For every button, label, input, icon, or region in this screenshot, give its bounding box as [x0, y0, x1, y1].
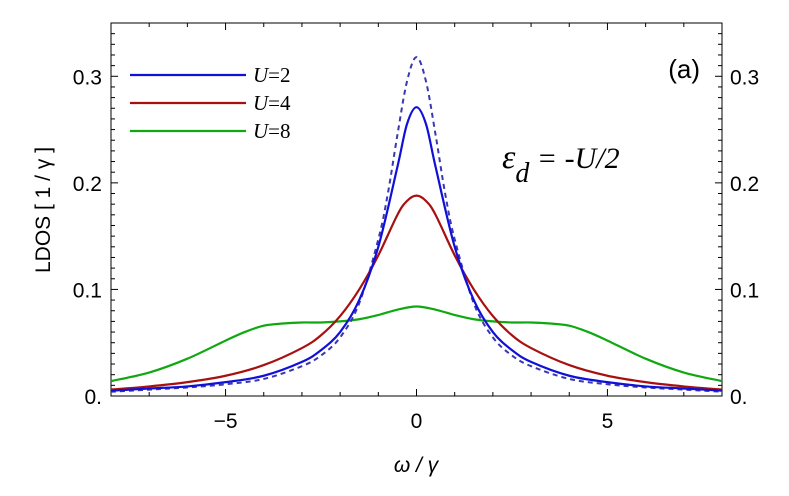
legend-val-0: =2 — [268, 63, 290, 87]
x-tick-label-0: −5 — [214, 410, 238, 433]
panel-label: (a) — [668, 54, 700, 84]
epsilon-annotation: εd = -U/2 — [502, 139, 620, 189]
series-line-u-2 — [110, 106, 723, 392]
legend-val-1: =4 — [268, 91, 291, 115]
annotation-rhs: = -U/2 — [529, 142, 619, 175]
legend-label-0: U=2 — [253, 63, 291, 87]
x-tick-label-2: 5 — [602, 410, 614, 433]
y-tick-label-right-3: 0.3 — [730, 66, 759, 89]
x-axis-label: ω / γ — [394, 454, 440, 477]
x-tick-label-1: 0 — [411, 410, 423, 433]
legend-label-1: U=4 — [253, 91, 291, 115]
series-line-u-8 — [110, 305, 723, 383]
annotation-epsilon: ε — [502, 139, 516, 176]
series-line-dashed-reference — [110, 56, 723, 393]
legend-label-2: U=8 — [253, 119, 291, 143]
y-tick-label-left-3: 0.3 — [73, 66, 102, 89]
y-axis-label: LDOS [ 1 / γ ] — [32, 147, 55, 273]
legend: U=2U=4U=8 — [130, 63, 291, 143]
y-tick-label-left-0: 0. — [84, 386, 102, 409]
y-tick-label-right-0: 0. — [730, 386, 748, 409]
plot-frame — [110, 22, 723, 397]
y-tick-label-right-2: 0.2 — [730, 173, 759, 196]
tick-marks — [110, 23, 723, 397]
annotation-subscript: d — [515, 158, 530, 189]
y-tick-label-left-1: 0.1 — [73, 279, 102, 302]
series-line-u-4 — [110, 194, 723, 391]
legend-var-0: U — [253, 63, 270, 87]
y-tick-label-right-1: 0.1 — [730, 279, 759, 302]
legend-val-2: =8 — [268, 119, 290, 143]
legend-var-2: U — [253, 119, 270, 143]
tick-labels: −5 0 5 0. 0. 0.1 0.1 0.2 0.2 0.3 0.3 — [73, 66, 759, 433]
y-tick-label-left-2: 0.2 — [73, 173, 102, 196]
series-lines — [110, 56, 723, 393]
legend-var-1: U — [253, 91, 270, 115]
